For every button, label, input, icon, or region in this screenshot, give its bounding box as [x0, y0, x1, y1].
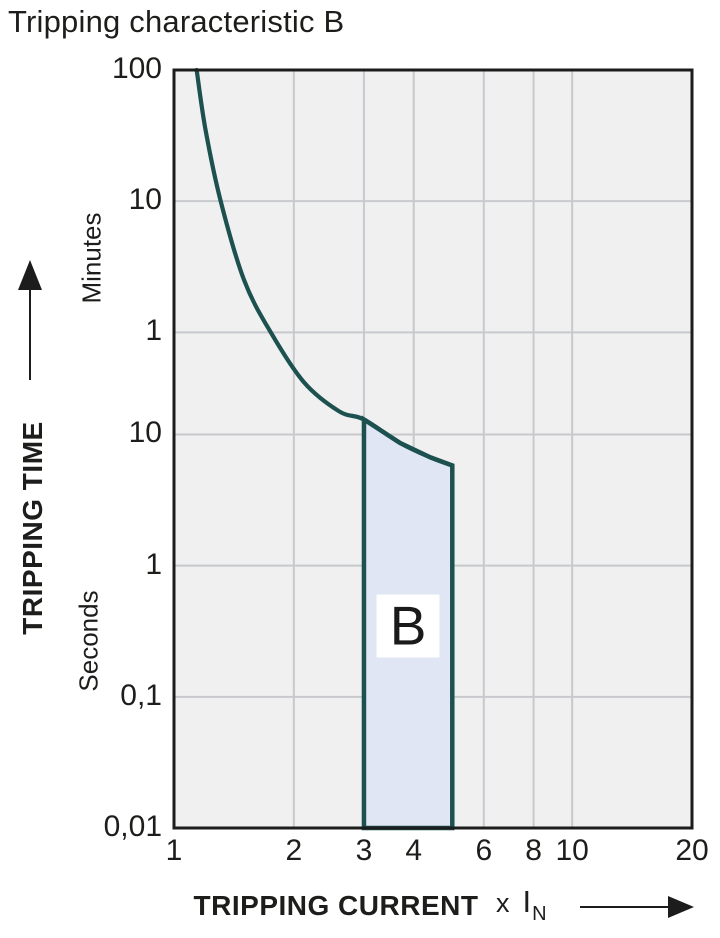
x-tick-label-20: 20 [675, 834, 709, 867]
y-tick-label-0_01-seconds: 0,01 [103, 809, 162, 843]
right-arrow-icon [580, 896, 694, 918]
band-label: B [389, 594, 427, 657]
y-tick-label-10-seconds: 10 [128, 416, 162, 450]
y-unit-seconds: Seconds [73, 590, 104, 692]
x-unit-subscript: N [532, 903, 547, 926]
y-tick-label-1-minutes: 1 [145, 314, 162, 348]
y-tick-label-1-seconds: 1 [145, 547, 162, 581]
x-unit-prefix: x [496, 888, 510, 918]
chart-title: Tripping characteristic B [8, 4, 345, 39]
band-label-box: B [376, 594, 440, 658]
x-tick-label-2: 2 [285, 834, 303, 867]
x-tick-label-6: 6 [475, 834, 493, 867]
x-tick-label-3: 3 [355, 834, 373, 867]
y-tick-label-100-minutes: 100 [111, 51, 162, 85]
x-tick-label-8: 8 [525, 834, 542, 867]
y-axis-title: TRIPPING TIME [17, 421, 48, 635]
y-unit-minutes: Minutes [76, 212, 107, 304]
y-tick-label-10-minutes: 10 [128, 183, 162, 217]
y-tick-label-0_1-seconds: 0,1 [120, 678, 162, 712]
plot-border [172, 68, 694, 830]
x-axis-unit: x IN [496, 884, 547, 926]
up-arrow-icon [18, 260, 42, 380]
x-tick-label-10: 10 [555, 834, 589, 867]
x-unit-symbol: I [522, 884, 532, 919]
x-axis-title: TRIPPING CURRENT [193, 890, 479, 921]
x-tick-label-4: 4 [405, 834, 423, 867]
tripping-curve [194, 67, 455, 468]
x-tick-label-1: 1 [165, 834, 183, 867]
